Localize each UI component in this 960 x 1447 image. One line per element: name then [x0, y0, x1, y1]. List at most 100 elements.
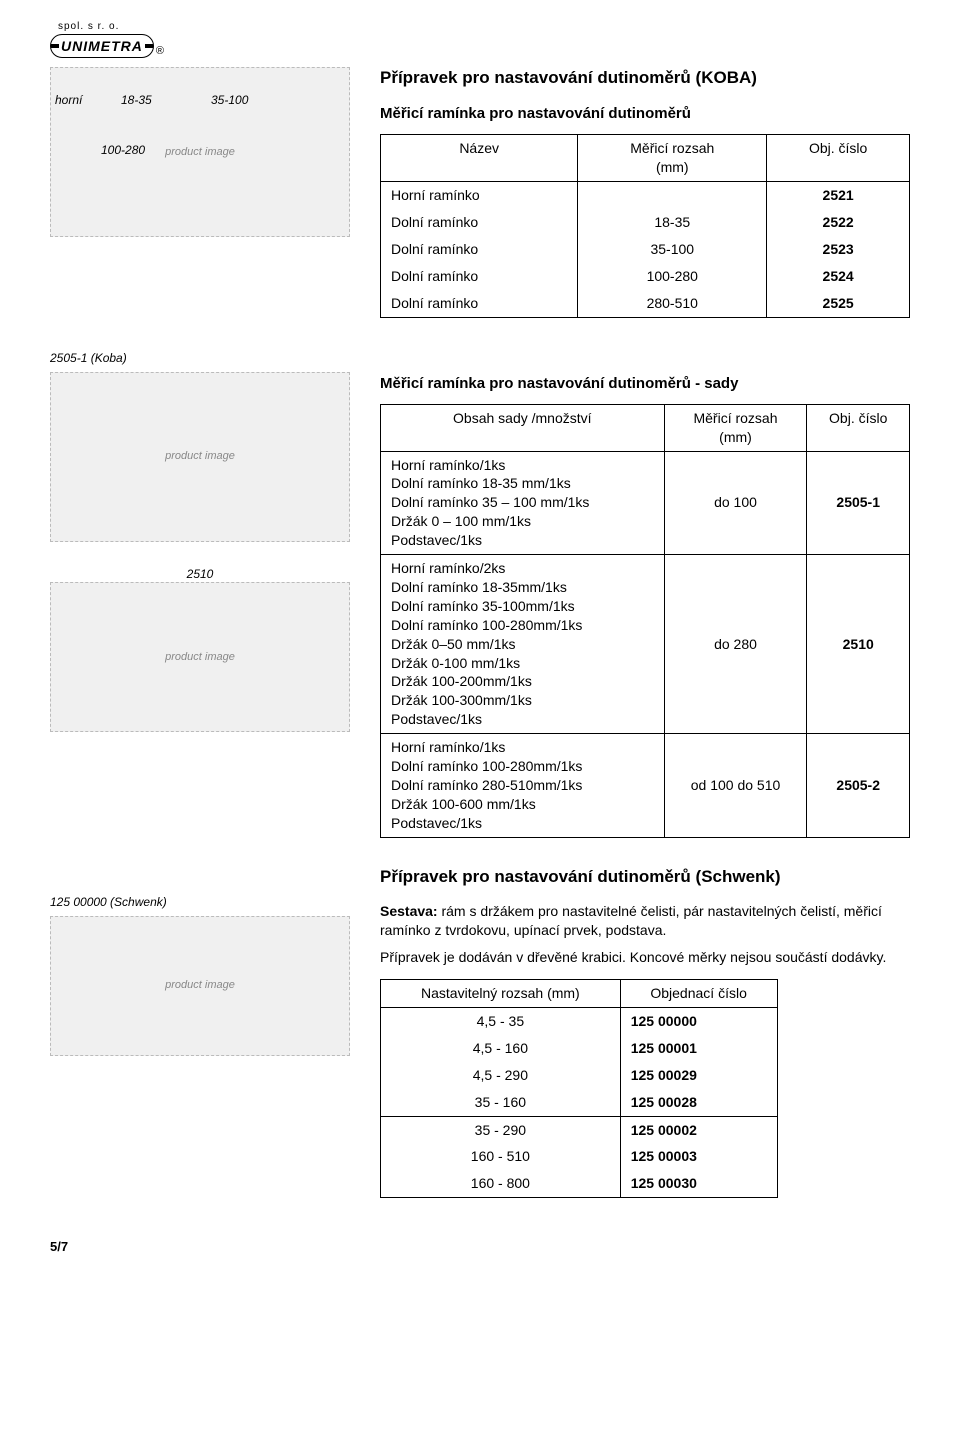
table-row: Horní ramínko/1ksDolní ramínko 18-35 mm/…: [381, 451, 910, 554]
product-image-koba: horní 18-35 35-100 100-280 product image: [50, 67, 350, 237]
content-line: Dolní ramínko 100-280mm/1ks: [391, 757, 654, 776]
table-row: 4,5 - 35125 00000: [381, 1008, 778, 1035]
cell-objnum: 2510: [807, 555, 910, 734]
section-sady: 2505-1 (Koba) product image 2510 product…: [50, 346, 910, 838]
cell-range: 280-510: [578, 290, 767, 317]
content-line: Držák 100-200mm/1ks: [391, 672, 654, 691]
cell-objnum: 125 00003: [620, 1143, 777, 1170]
schwenk-desc: Sestava: rám s držákem pro nastavitelné …: [380, 902, 910, 940]
section1-title: Přípravek pro nastavování dutinoměrů (KO…: [380, 67, 910, 90]
content-line: Dolní ramínko 18-35 mm/1ks: [391, 474, 654, 493]
section-schwenk: 125 00000 (Schwenk) product image Přípra…: [50, 866, 910, 1199]
cell-objnum: 2524: [767, 263, 910, 290]
section1-subtitle: Měřicí ramínka pro nastavování dutinoměr…: [380, 104, 910, 124]
table-row: Horní ramínko/1ksDolní ramínko 100-280mm…: [381, 734, 910, 837]
product-image-2505-1: product image: [50, 372, 350, 542]
cell-range: 4,5 - 160: [381, 1035, 621, 1062]
content-line: Podstavec/1ks: [391, 814, 654, 833]
cell-objnum: 2505-1: [807, 451, 910, 554]
content-line: Držák 0–50 mm/1ks: [391, 635, 654, 654]
col-objnum: Objednací číslo: [620, 980, 777, 1008]
content-line: Držák 0 – 100 mm/1ks: [391, 512, 654, 531]
cell-range: [578, 182, 767, 209]
cell-objnum: 125 00030: [620, 1170, 777, 1197]
logo-registered: ®: [156, 45, 164, 57]
section2-title: Měřicí ramínka pro nastavování dutinoměr…: [380, 374, 910, 394]
cell-range: 4,5 - 35: [381, 1008, 621, 1035]
table-row: 4,5 - 160125 00001: [381, 1035, 778, 1062]
koba-raminka-table: Název Měřicí rozsah (mm) Obj. číslo Horn…: [380, 134, 910, 317]
cell-range: do 100: [664, 451, 807, 554]
image-label-range-2: 35-100: [211, 92, 248, 108]
col-range: Nastavitelný rozsah (mm): [381, 980, 621, 1008]
col-contents: Obsah sady /množství: [381, 404, 665, 451]
content-line: Podstavec/1ks: [391, 531, 654, 550]
schwenk-desc-line2: Přípravek je dodáván v dřevěné krabici. …: [380, 948, 910, 967]
cell-range: 35 - 290: [381, 1116, 621, 1143]
cell-contents: Horní ramínko/2ksDolní ramínko 18-35mm/1…: [381, 555, 665, 734]
cell-objnum: 125 00000: [620, 1008, 777, 1035]
content-line: Držák 0-100 mm/1ks: [391, 654, 654, 673]
section-koba: horní 18-35 35-100 100-280 product image…: [50, 67, 910, 317]
table-row: Horní ramínko 2521: [381, 182, 910, 209]
cell-name: Dolní ramínko: [381, 263, 578, 290]
content-line: Držák 100-600 mm/1ks: [391, 795, 654, 814]
content-line: Dolní ramínko 35 – 100 mm/1ks: [391, 493, 654, 512]
desc-label: Sestava:: [380, 903, 438, 919]
cell-objnum: 125 00002: [620, 1116, 777, 1143]
cell-objnum: 2523: [767, 236, 910, 263]
content-line: Horní ramínko/1ks: [391, 738, 654, 757]
cell-name: Dolní ramínko: [381, 236, 578, 263]
cell-range: do 280: [664, 555, 807, 734]
page-number: 5/7: [50, 1238, 910, 1256]
logo-main: UNIMETRA: [50, 34, 154, 59]
cell-range: od 100 do 510: [664, 734, 807, 837]
cell-range: 160 - 800: [381, 1170, 621, 1197]
col-range: Měřicí rozsah (mm): [578, 135, 767, 182]
col-objnum: Obj. číslo: [767, 135, 910, 182]
table-row: Dolní ramínko35-1002523: [381, 236, 910, 263]
cell-range: 18-35: [578, 209, 767, 236]
content-line: Podstavec/1ks: [391, 710, 654, 729]
logo-company-type: spol. s r. o.: [58, 20, 910, 34]
caption-2510: 2510: [50, 566, 350, 582]
table-row: Horní ramínko/2ksDolní ramínko 18-35mm/1…: [381, 555, 910, 734]
content-line: Dolní ramínko 100-280mm/1ks: [391, 616, 654, 635]
cell-range: 35-100: [578, 236, 767, 263]
col-name: Název: [381, 135, 578, 182]
cell-name: Horní ramínko: [381, 182, 578, 209]
cell-objnum: 2522: [767, 209, 910, 236]
cell-range: 35 - 160: [381, 1089, 621, 1116]
caption-2505-1: 2505-1 (Koba): [50, 350, 350, 366]
cell-contents: Horní ramínko/1ksDolní ramínko 100-280mm…: [381, 734, 665, 837]
cell-objnum: 2505-2: [807, 734, 910, 837]
sady-table: Obsah sady /množství Měřicí rozsah (mm) …: [380, 404, 910, 838]
cell-range: 160 - 510: [381, 1143, 621, 1170]
col-range: Měřicí rozsah (mm): [664, 404, 807, 451]
section3-title: Přípravek pro nastavování dutinoměrů (Sc…: [380, 866, 910, 889]
table-row: Dolní ramínko100-2802524: [381, 263, 910, 290]
caption-schwenk: 125 00000 (Schwenk): [50, 894, 350, 910]
cell-objnum: 2525: [767, 290, 910, 317]
table-row: Dolní ramínko280-5102525: [381, 290, 910, 317]
content-line: Držák 100-300mm/1ks: [391, 691, 654, 710]
image-label-horni: horní: [55, 92, 82, 108]
table-row: 35 - 290125 00002: [381, 1116, 778, 1143]
table-row: Dolní ramínko18-352522: [381, 209, 910, 236]
cell-range: 4,5 - 290: [381, 1062, 621, 1089]
content-line: Horní ramínko/1ks: [391, 456, 654, 475]
product-image-schwenk: product image: [50, 916, 350, 1056]
cell-range: 100-280: [578, 263, 767, 290]
col-objnum: Obj. číslo: [807, 404, 910, 451]
table-row: 4,5 - 290125 00029: [381, 1062, 778, 1089]
cell-objnum: 2521: [767, 182, 910, 209]
table-row: 160 - 800125 00030: [381, 1170, 778, 1197]
content-line: Horní ramínko/2ks: [391, 559, 654, 578]
cell-contents: Horní ramínko/1ksDolní ramínko 18-35 mm/…: [381, 451, 665, 554]
image-label-range-3: 100-280: [101, 142, 145, 158]
content-line: Dolní ramínko 18-35mm/1ks: [391, 578, 654, 597]
logo-block: spol. s r. o. UNIMETRA®: [50, 20, 910, 59]
cell-objnum: 125 00029: [620, 1062, 777, 1089]
table-row: 160 - 510125 00003: [381, 1143, 778, 1170]
table-row: 35 - 160125 00028: [381, 1089, 778, 1116]
